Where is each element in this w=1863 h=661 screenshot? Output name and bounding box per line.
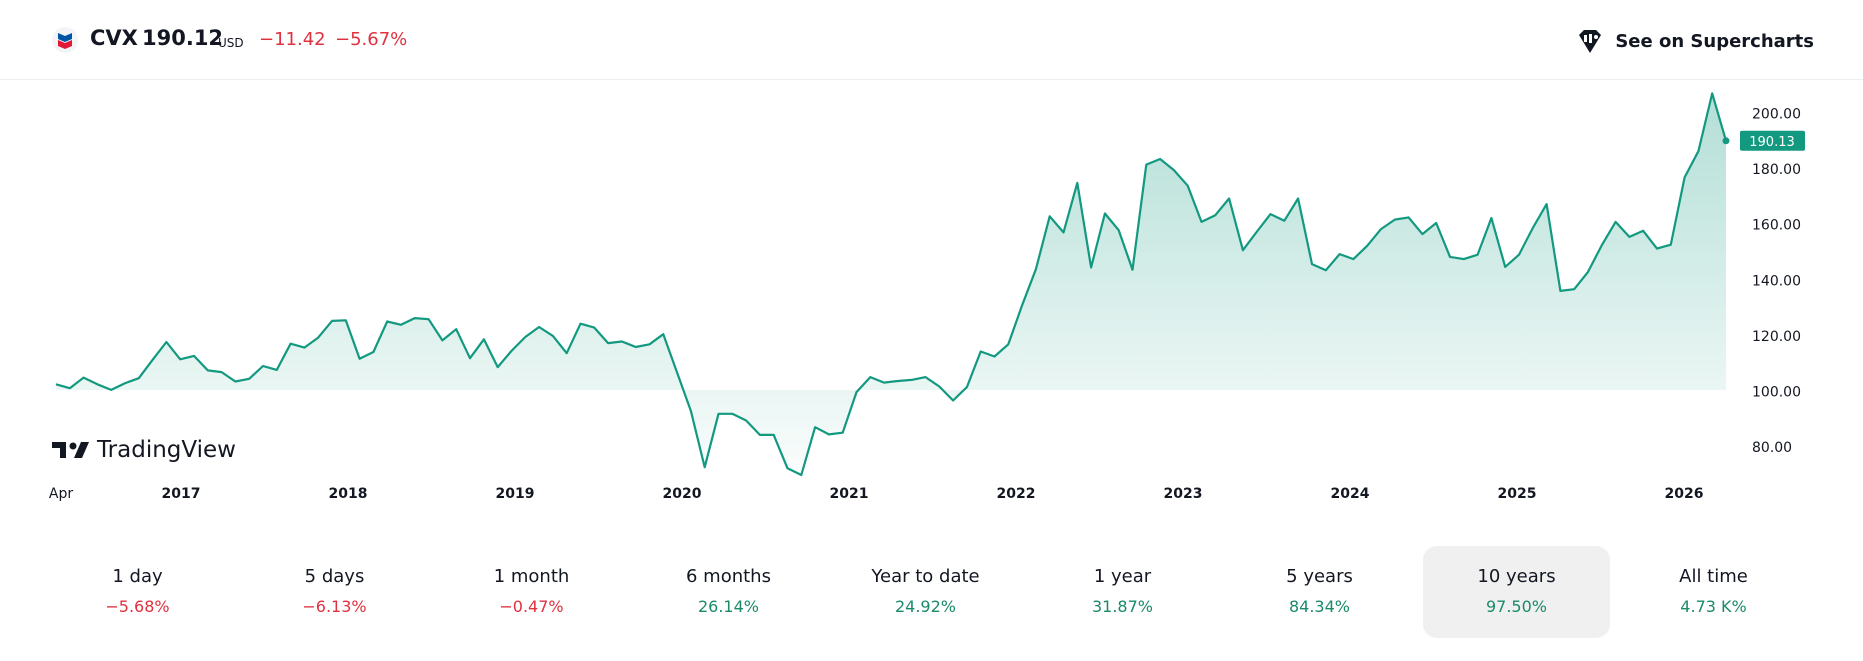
last-price-marker bbox=[1722, 137, 1730, 145]
period-label: 10 years bbox=[1477, 566, 1556, 587]
y-axis-tick-label: 80.00 bbox=[1752, 440, 1792, 456]
period-label: 1 day bbox=[112, 566, 163, 587]
period-1-day[interactable]: 1 day −5.68% bbox=[44, 546, 231, 638]
y-axis-tick-label: 200.00 bbox=[1752, 106, 1801, 122]
x-axis-tick-label: 2021 bbox=[830, 486, 869, 502]
x-axis-tick-label: 2025 bbox=[1498, 486, 1537, 502]
y-axis-tick-label: 160.00 bbox=[1752, 218, 1801, 234]
chevron-logo-icon bbox=[52, 27, 78, 53]
supercharts-label: See on Supercharts bbox=[1615, 30, 1814, 52]
price-area-fill bbox=[56, 93, 1726, 476]
price-change-percent: −5.67% bbox=[335, 29, 408, 50]
period-change: 26.14% bbox=[697, 597, 759, 616]
tradingview-watermark: TradingView bbox=[52, 437, 236, 463]
period-change: 31.87% bbox=[1091, 597, 1153, 616]
period-label: 1 year bbox=[1093, 566, 1152, 587]
symbol-header: CVX 190.12 USD −11.42 −5.67% See on Supe… bbox=[0, 0, 1863, 80]
y-axis-tick-label: 120.00 bbox=[1752, 329, 1801, 345]
price-change: −11.42 bbox=[259, 29, 326, 50]
period-10-years[interactable]: 10 years 97.50% bbox=[1423, 546, 1610, 638]
x-axis-tick-label: 2018 bbox=[329, 486, 368, 502]
y-axis-tick-label: 100.00 bbox=[1752, 385, 1801, 401]
period-label: 6 months bbox=[686, 566, 771, 587]
ticker-symbol: CVX bbox=[90, 26, 138, 50]
period-1-month[interactable]: 1 month −0.47% bbox=[438, 546, 625, 638]
last-price-label: 190.13 bbox=[1749, 135, 1795, 150]
see-on-supercharts-link[interactable]: See on Supercharts bbox=[1575, 24, 1814, 58]
x-axis-tick-label: 2019 bbox=[496, 486, 535, 502]
tradingview-wordmark: TradingView bbox=[96, 437, 236, 463]
x-axis-tick-label: Apr bbox=[49, 486, 73, 502]
period-selector: 1 day −5.68% 5 days −6.13% 1 month −0.47… bbox=[44, 546, 1820, 638]
period-label: 1 month bbox=[493, 566, 570, 587]
period-label: Year to date bbox=[871, 566, 980, 587]
price-line bbox=[55, 92, 1728, 477]
period-year-to-date[interactable]: Year to date 24.92% bbox=[832, 546, 1019, 638]
period-change: 4.73 K% bbox=[1680, 597, 1747, 616]
period-change: 24.92% bbox=[894, 597, 956, 616]
price-chart[interactable]: 200.00 180.00 160.00 140.00 120.00 100.00 80.0… bbox=[0, 80, 1863, 520]
y-axis-tick-label: 180.00 bbox=[1752, 162, 1801, 178]
period-1-year[interactable]: 1 year 31.87% bbox=[1029, 546, 1216, 638]
current-price: 190.12 bbox=[142, 26, 224, 50]
y-axis-tick-label: 140.00 bbox=[1752, 273, 1801, 289]
x-axis-tick-label: 2024 bbox=[1331, 486, 1370, 502]
period-change: 97.50% bbox=[1485, 597, 1547, 616]
period-5-days[interactable]: 5 days −6.13% bbox=[241, 546, 428, 638]
last-price-tag: 190.13 bbox=[1740, 130, 1805, 151]
x-axis-tick-label: 2017 bbox=[162, 486, 201, 502]
x-axis-tick-label: 2020 bbox=[663, 486, 702, 502]
period-label: 5 days bbox=[304, 566, 365, 587]
period-all-time[interactable]: All time 4.73 K% bbox=[1620, 546, 1807, 638]
period-change: −0.47% bbox=[499, 597, 564, 616]
period-change: −6.13% bbox=[302, 597, 367, 616]
x-axis-tick-label: 2026 bbox=[1665, 486, 1704, 502]
period-label: 5 years bbox=[1286, 566, 1353, 587]
period-change: 84.34% bbox=[1288, 597, 1350, 616]
period-6-months[interactable]: 6 months 26.14% bbox=[635, 546, 822, 638]
period-change: −5.68% bbox=[105, 597, 170, 616]
tradingview-logo-icon bbox=[52, 442, 89, 458]
period-label: All time bbox=[1679, 566, 1748, 587]
tradingview-supercharts-icon bbox=[1579, 30, 1602, 53]
currency-label: USD bbox=[218, 36, 244, 50]
period-5-years[interactable]: 5 years 84.34% bbox=[1226, 546, 1413, 638]
x-axis-tick-label: 2023 bbox=[1164, 486, 1203, 502]
x-axis-tick-label: 2022 bbox=[997, 486, 1036, 502]
